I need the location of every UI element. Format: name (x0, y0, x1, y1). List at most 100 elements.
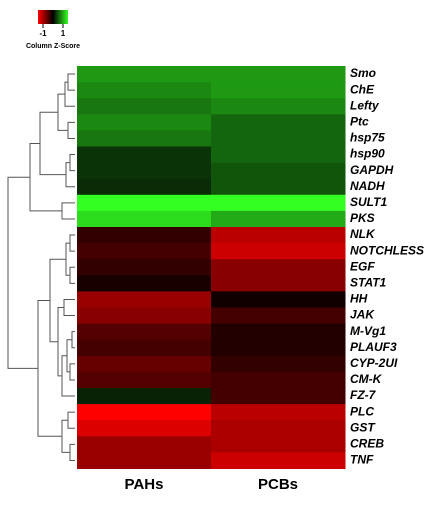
heatmap-cell (211, 178, 346, 196)
heatmap-cell (211, 355, 346, 373)
dendrogram-branch (61, 419, 70, 453)
row-label: JAK (350, 308, 375, 322)
row-label: Lefty (350, 98, 380, 112)
dendrogram-branch (69, 266, 75, 284)
row-label: ChE (350, 82, 375, 96)
heatmap-cell (77, 227, 212, 244)
heatmap-cell (211, 323, 346, 341)
dendrogram-branch (63, 298, 75, 317)
row-label: NOTCHLESS (350, 243, 424, 257)
dendrogram-branch (29, 142, 62, 212)
row-label: TNF (350, 453, 374, 467)
heatmap-cell (77, 339, 212, 357)
heatmap-cell (211, 162, 346, 180)
row-label: hsp90 (350, 147, 385, 161)
row-label: HH (350, 292, 368, 306)
heatmap-cell (211, 146, 346, 164)
row-label: PLAUF3 (350, 340, 397, 354)
heatmap-cell (211, 194, 346, 212)
dendrogram-branch (39, 111, 66, 176)
row-label: SULT1 (350, 195, 387, 209)
dendrogram-branch (69, 443, 75, 461)
key-tick-label: 1 (61, 29, 66, 38)
row-label: STAT1 (350, 276, 387, 290)
heatmap-cell (77, 371, 212, 389)
column-label: PAHs (125, 476, 164, 493)
row-label: Smo (350, 66, 376, 80)
row-label: FZ-7 (350, 388, 377, 402)
heatmap-cell (211, 275, 346, 292)
heatmap-cell (211, 291, 346, 308)
dendrogram-branch (61, 202, 75, 220)
heatmap-cell (77, 130, 212, 147)
heatmap-cell (211, 210, 346, 228)
heatmap-cell (211, 404, 346, 421)
heatmap-cell (211, 130, 346, 147)
row-label: Ptc (350, 115, 369, 129)
key-label: Column Z-Score (26, 43, 80, 50)
heatmap-cell (77, 146, 212, 164)
dendrogram-branch (69, 234, 75, 252)
heatmap-cell (77, 243, 212, 260)
dendrogram-branch (69, 363, 75, 381)
heatmap-cell (77, 82, 212, 99)
heatmap-cell (77, 452, 212, 469)
row-label: GAPDH (350, 163, 394, 177)
row-label: GST (350, 420, 376, 434)
heatmap-cell (211, 339, 346, 357)
row-label: hsp75 (350, 131, 385, 145)
heatmap-cell (211, 388, 346, 405)
heatmap-cell (77, 388, 212, 405)
row-label: PLC (350, 404, 374, 418)
row-label: CYP-2UI (350, 356, 398, 370)
heatmap-cell (211, 436, 346, 453)
heatmap-cell (211, 452, 346, 469)
heatmap-cell (77, 98, 212, 115)
heatmap-cell (77, 259, 212, 276)
heatmap-cell (211, 243, 346, 260)
heatmap-cell (211, 98, 346, 115)
row-label: CREB (350, 437, 384, 451)
dendrogram-branch (69, 154, 75, 172)
heatmap-cell (77, 420, 212, 437)
dendrogram-branch (67, 411, 75, 429)
heatmap-cell (77, 436, 212, 453)
heatmap-cell (77, 162, 212, 180)
heatmap-cell (211, 227, 346, 244)
heatmap-cell (211, 82, 346, 99)
heatmap-cell (211, 307, 346, 325)
heatmap-cell (77, 307, 212, 325)
heatmap-cell (77, 355, 212, 373)
heatmap-cell (211, 114, 346, 131)
key-tick-label: -1 (39, 29, 47, 38)
dendrogram-branch (71, 331, 75, 349)
dendrogram (7, 73, 75, 461)
dendrogram-branch (67, 121, 75, 139)
heatmap-cell (211, 420, 346, 437)
dendrogram-branch (57, 93, 68, 131)
heatmap-cell (211, 371, 346, 389)
row-label: EGF (350, 259, 375, 273)
dendrogram-branch (65, 242, 70, 276)
row-label: CM-K (350, 372, 383, 386)
heatmap-cell (77, 404, 212, 421)
color-key (38, 10, 68, 24)
dendrogram-branch (57, 307, 64, 377)
row-label: NADH (350, 179, 385, 193)
heatmap-cell (77, 291, 212, 308)
row-label: PKS (350, 211, 375, 225)
heatmap-cell (77, 114, 212, 131)
heatmap-cell (211, 66, 346, 83)
heatmap-cell (77, 275, 212, 292)
heatmap-cell (211, 259, 346, 276)
column-label: PCBs (258, 476, 298, 493)
heatmap-cell (77, 178, 212, 196)
dendrogram-branch (7, 176, 38, 369)
row-label: NLK (350, 227, 376, 241)
heatmap-cell (77, 66, 212, 83)
dendrogram-branch (61, 355, 75, 397)
heatmap-cell (77, 323, 212, 341)
heatmap-cell (77, 194, 212, 212)
dendrogram-branch (67, 73, 75, 91)
